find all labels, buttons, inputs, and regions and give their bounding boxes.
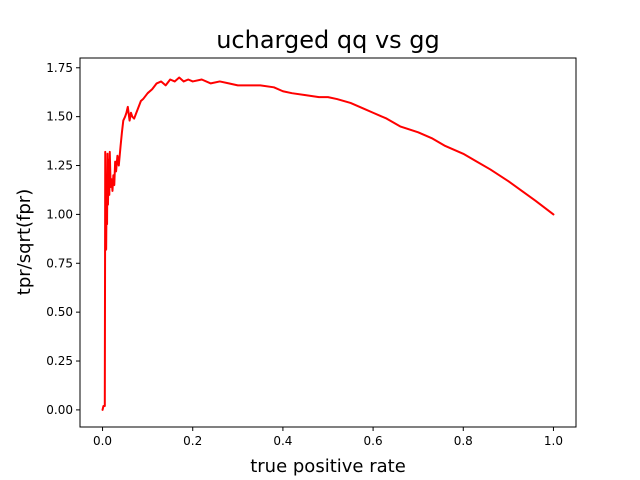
y-tick-label: 1.00	[46, 207, 73, 221]
y-tick-label: 1.25	[46, 159, 73, 173]
plot-layer	[101, 76, 555, 411]
y-axis: 0.00 0.25 0.50 0.75 1.00 1.25 1.50 1.75	[46, 61, 80, 417]
y-tick-label: 1.50	[46, 110, 73, 124]
x-tick-label: 1.0	[544, 434, 563, 448]
y-axis-label: tpr/sqrt(fpr)	[14, 189, 35, 295]
x-tick-label: 0.0	[93, 434, 112, 448]
axes-frame	[79, 57, 577, 428]
series-line-0	[101, 76, 555, 411]
x-tick-label: 0.4	[273, 434, 292, 448]
x-tick-label: 0.6	[364, 434, 383, 448]
x-tick-label: 0.2	[183, 434, 202, 448]
y-tick-label: 0.75	[46, 256, 73, 270]
x-axis: 0.0 0.2 0.4 0.6 0.8 1.0	[93, 427, 563, 448]
x-axis-label: true positive rate	[250, 456, 406, 477]
y-tick-label: 0.50	[46, 305, 73, 319]
y-tick-label: 0.00	[46, 403, 73, 417]
y-tick-label: 1.75	[46, 61, 73, 75]
y-tick-label: 0.25	[46, 354, 73, 368]
chart-title: ucharged qq vs gg	[216, 26, 440, 54]
x-tick-label: 0.8	[454, 434, 473, 448]
